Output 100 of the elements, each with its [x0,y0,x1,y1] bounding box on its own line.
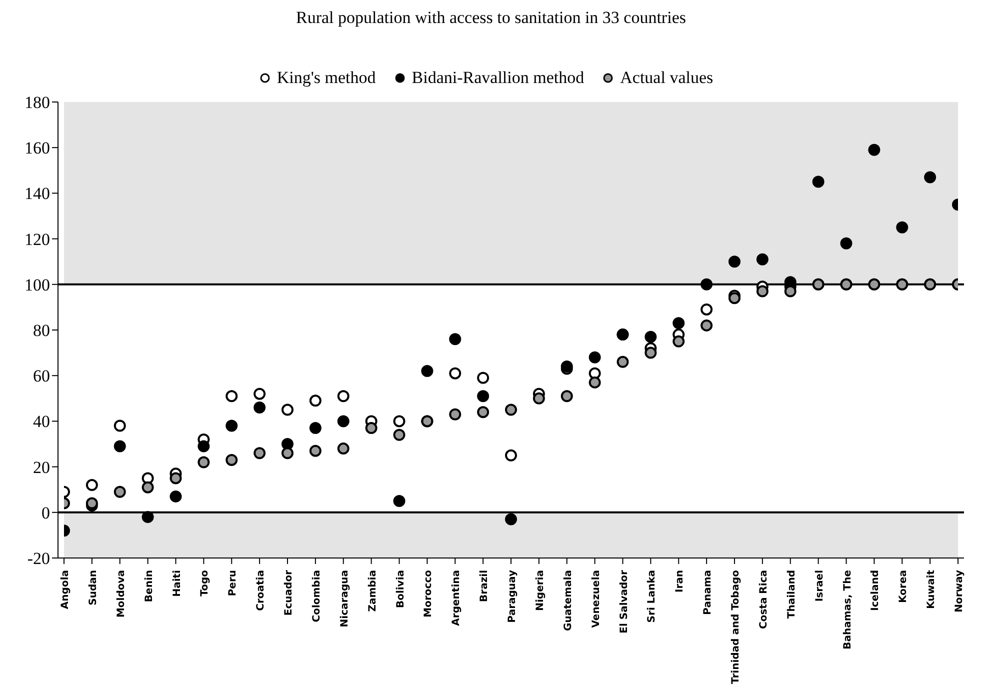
x-tick-label: Trinidad and Tobago [730,570,742,684]
point [756,285,768,298]
point [616,356,629,368]
x-tick-label: Angola [60,570,71,610]
x-tick-label: Paraguay [507,570,518,623]
point [254,447,266,460]
x-tick-label: Nigeria [534,570,546,611]
x-tick-label: Ecuador [284,570,294,616]
x-tick-label: Iceland [870,570,882,611]
point [393,495,406,507]
point [505,449,517,462]
point [226,454,238,466]
y-tick-label: 60 [33,366,50,386]
point [700,303,713,316]
point [700,278,713,290]
point [756,253,768,266]
x-tick-label: Norway [954,570,965,612]
point [644,330,657,343]
point [868,144,880,156]
point [560,390,573,402]
point [560,360,573,372]
point [588,376,601,388]
point [337,415,350,428]
point [226,390,238,402]
legend-label: Bidani-Ravallion method [410,68,584,88]
x-tick-label: Moldova [116,570,127,618]
point [728,256,740,268]
point [449,333,462,346]
y-tick-label: 120 [24,230,50,249]
x-tick-label: El Salvador [618,570,630,634]
point [198,440,210,452]
x-tick-label: Colombia [311,570,322,622]
point [477,406,490,418]
point [393,428,406,441]
x-tick-label: Togo [200,570,211,596]
point [337,442,350,455]
point [254,388,266,400]
point [449,367,462,380]
x-tick-label: Croatia [256,570,267,611]
x-tick-label: Bolivia [395,570,406,608]
point [784,285,796,298]
point [114,440,126,452]
x-tick-label: Kuwait [926,570,938,609]
point [282,447,294,460]
point [86,479,98,492]
y-tick-label: 180 [24,93,50,112]
point [309,422,322,434]
y-tick-label: 140 [24,184,50,204]
x-tick-label: Nicaragua [339,570,350,628]
y-tick-label: -20 [27,549,50,568]
point [477,390,490,402]
point [840,237,852,250]
y-tick-label: 160 [24,138,50,158]
point [114,486,126,498]
point [114,420,126,432]
point [505,513,517,526]
x-tick-label: Sudan [88,570,99,606]
x-tick-label: Argentina [451,570,462,626]
point [728,292,740,304]
point [309,444,322,457]
y-tick-label: 100 [24,275,50,294]
y-tick-label: 20 [33,458,50,477]
point [924,171,936,184]
point [896,221,908,234]
point [505,404,517,416]
x-tick-label: Brazil [479,570,490,602]
x-tick-label: Peru [228,570,239,596]
point [142,510,154,523]
point [170,490,182,502]
legend-label: King's method [276,68,376,88]
point [588,351,601,364]
point [672,317,685,330]
x-tick-label: Panama [702,570,714,615]
x-tick-label: Bahamas, The [842,570,854,650]
point [170,472,182,484]
chart-title: Rural population with access to sanitation in 33 countries [295,8,687,28]
point [198,456,210,468]
point [337,390,350,402]
y-tick-label: 40 [33,412,50,432]
point [700,319,713,332]
point [672,335,685,348]
point [532,392,545,404]
x-tick-label: Zambia [367,570,378,612]
x-tick-label: Costa Rica [758,570,770,629]
x-tick-label: Morocco [423,570,434,618]
x-tick-label: Benin [144,570,155,602]
y-tick-label: 80 [33,321,50,340]
x-tick-label: Thailand [786,570,798,619]
x-tick-label: Guatemala [562,570,574,631]
x-tick-label: Sri Lanka [646,570,658,623]
y-tick-label: 0 [42,503,50,522]
point [393,415,406,428]
x-tick-label: Israel [814,570,826,602]
point [282,404,294,416]
x-tick-label: Iran [674,570,686,593]
legend-label: Actual values [619,68,714,88]
point [449,408,462,420]
point [421,365,434,378]
point [644,346,657,359]
point [226,420,238,432]
